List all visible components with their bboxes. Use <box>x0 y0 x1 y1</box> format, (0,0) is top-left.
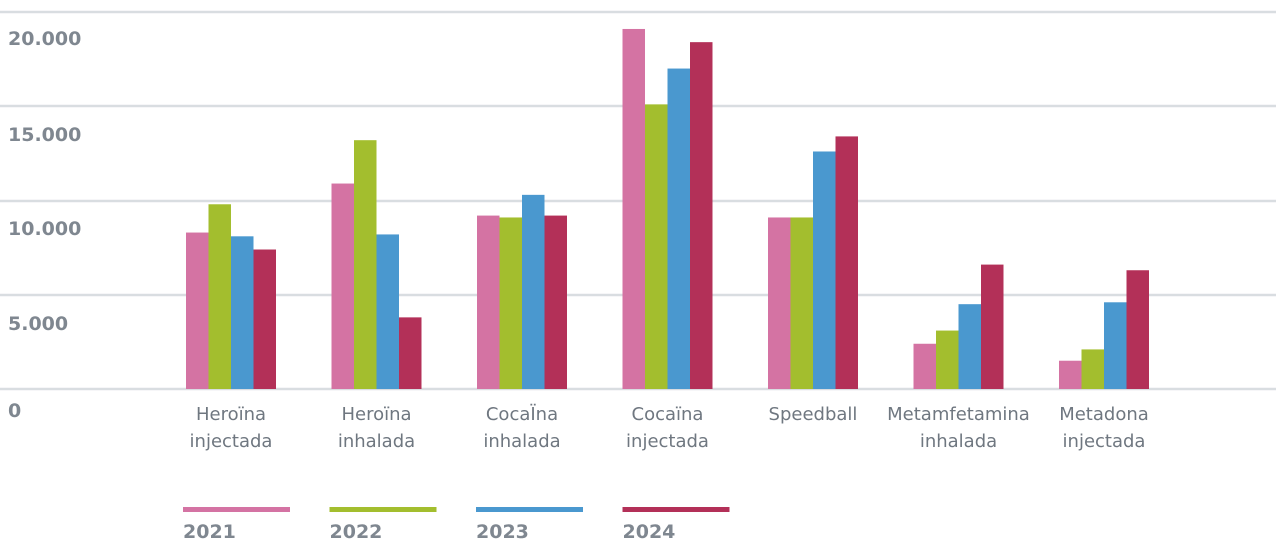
y-tick-label: 0 <box>8 400 21 422</box>
y-tick-label: 5.000 <box>8 313 68 335</box>
bar-2024-4 <box>835 136 858 389</box>
bar-2023-0 <box>231 236 254 389</box>
legend-swatch-2024 <box>622 507 730 512</box>
bar-2021-0 <box>186 232 209 389</box>
bar-2023-2 <box>522 194 545 389</box>
legend-swatch-2023 <box>476 507 583 512</box>
bar-2023-5 <box>958 304 981 389</box>
x-tick-label: Speedball <box>769 404 858 425</box>
legend-label-2024: 2024 <box>623 521 676 540</box>
x-tick-label: Cocaïna injectada <box>626 404 709 452</box>
bar-2023-3 <box>667 68 690 390</box>
bar-2024-1 <box>399 317 422 389</box>
y-axis-ticks: 0 5.000 10.000 15.000 20.000 <box>8 28 81 422</box>
bar-2022-1 <box>354 140 377 389</box>
legend-swatch-2022 <box>329 507 437 512</box>
legend-swatch-2021 <box>183 507 290 512</box>
bar-2024-5 <box>981 264 1004 389</box>
bar-2024-3 <box>690 42 713 389</box>
bar-2022-2 <box>499 217 522 389</box>
x-tick-label: CocaÏna inhalada <box>483 404 560 452</box>
y-tick-label: 20.000 <box>8 28 81 50</box>
legend-label-2023: 2023 <box>476 521 529 540</box>
legend: 2021 2022 2023 2024 <box>183 507 730 540</box>
x-tick-label: Heroïna injectada <box>190 404 273 452</box>
bar-2024-0 <box>253 249 276 389</box>
bar-2023-1 <box>376 234 399 389</box>
legend-label-2022: 2022 <box>330 521 383 540</box>
bar-2021-1 <box>331 183 354 389</box>
bars <box>186 28 1149 390</box>
bar-2023-4 <box>813 151 836 389</box>
bar-2021-2 <box>477 215 500 389</box>
y-tick-label: 15.000 <box>8 124 81 146</box>
bar-2021-5 <box>913 343 936 389</box>
bar-2022-0 <box>208 204 231 389</box>
bar-2021-4 <box>768 217 791 389</box>
legend-label-2021: 2021 <box>183 521 236 540</box>
bar-2021-3 <box>622 28 645 390</box>
x-axis-ticks: Heroïna injectada Heroïna inhalada CocaÏna in… <box>190 404 1149 452</box>
x-tick-label: Metadona injectada <box>1059 404 1149 452</box>
bar-2022-4 <box>790 217 813 389</box>
bar-2022-5 <box>936 330 959 389</box>
bar-2023-6 <box>1104 302 1127 389</box>
bar-2022-6 <box>1081 349 1104 389</box>
y-tick-label: 10.000 <box>8 218 81 240</box>
bar-2024-6 <box>1126 270 1149 389</box>
x-tick-label: Metamfetamina inhalada <box>887 404 1030 452</box>
bar-2021-6 <box>1059 360 1082 389</box>
x-tick-label: Heroïna inhalada <box>338 404 415 452</box>
bar-2024-2 <box>544 215 567 389</box>
bar-2022-3 <box>645 104 668 390</box>
